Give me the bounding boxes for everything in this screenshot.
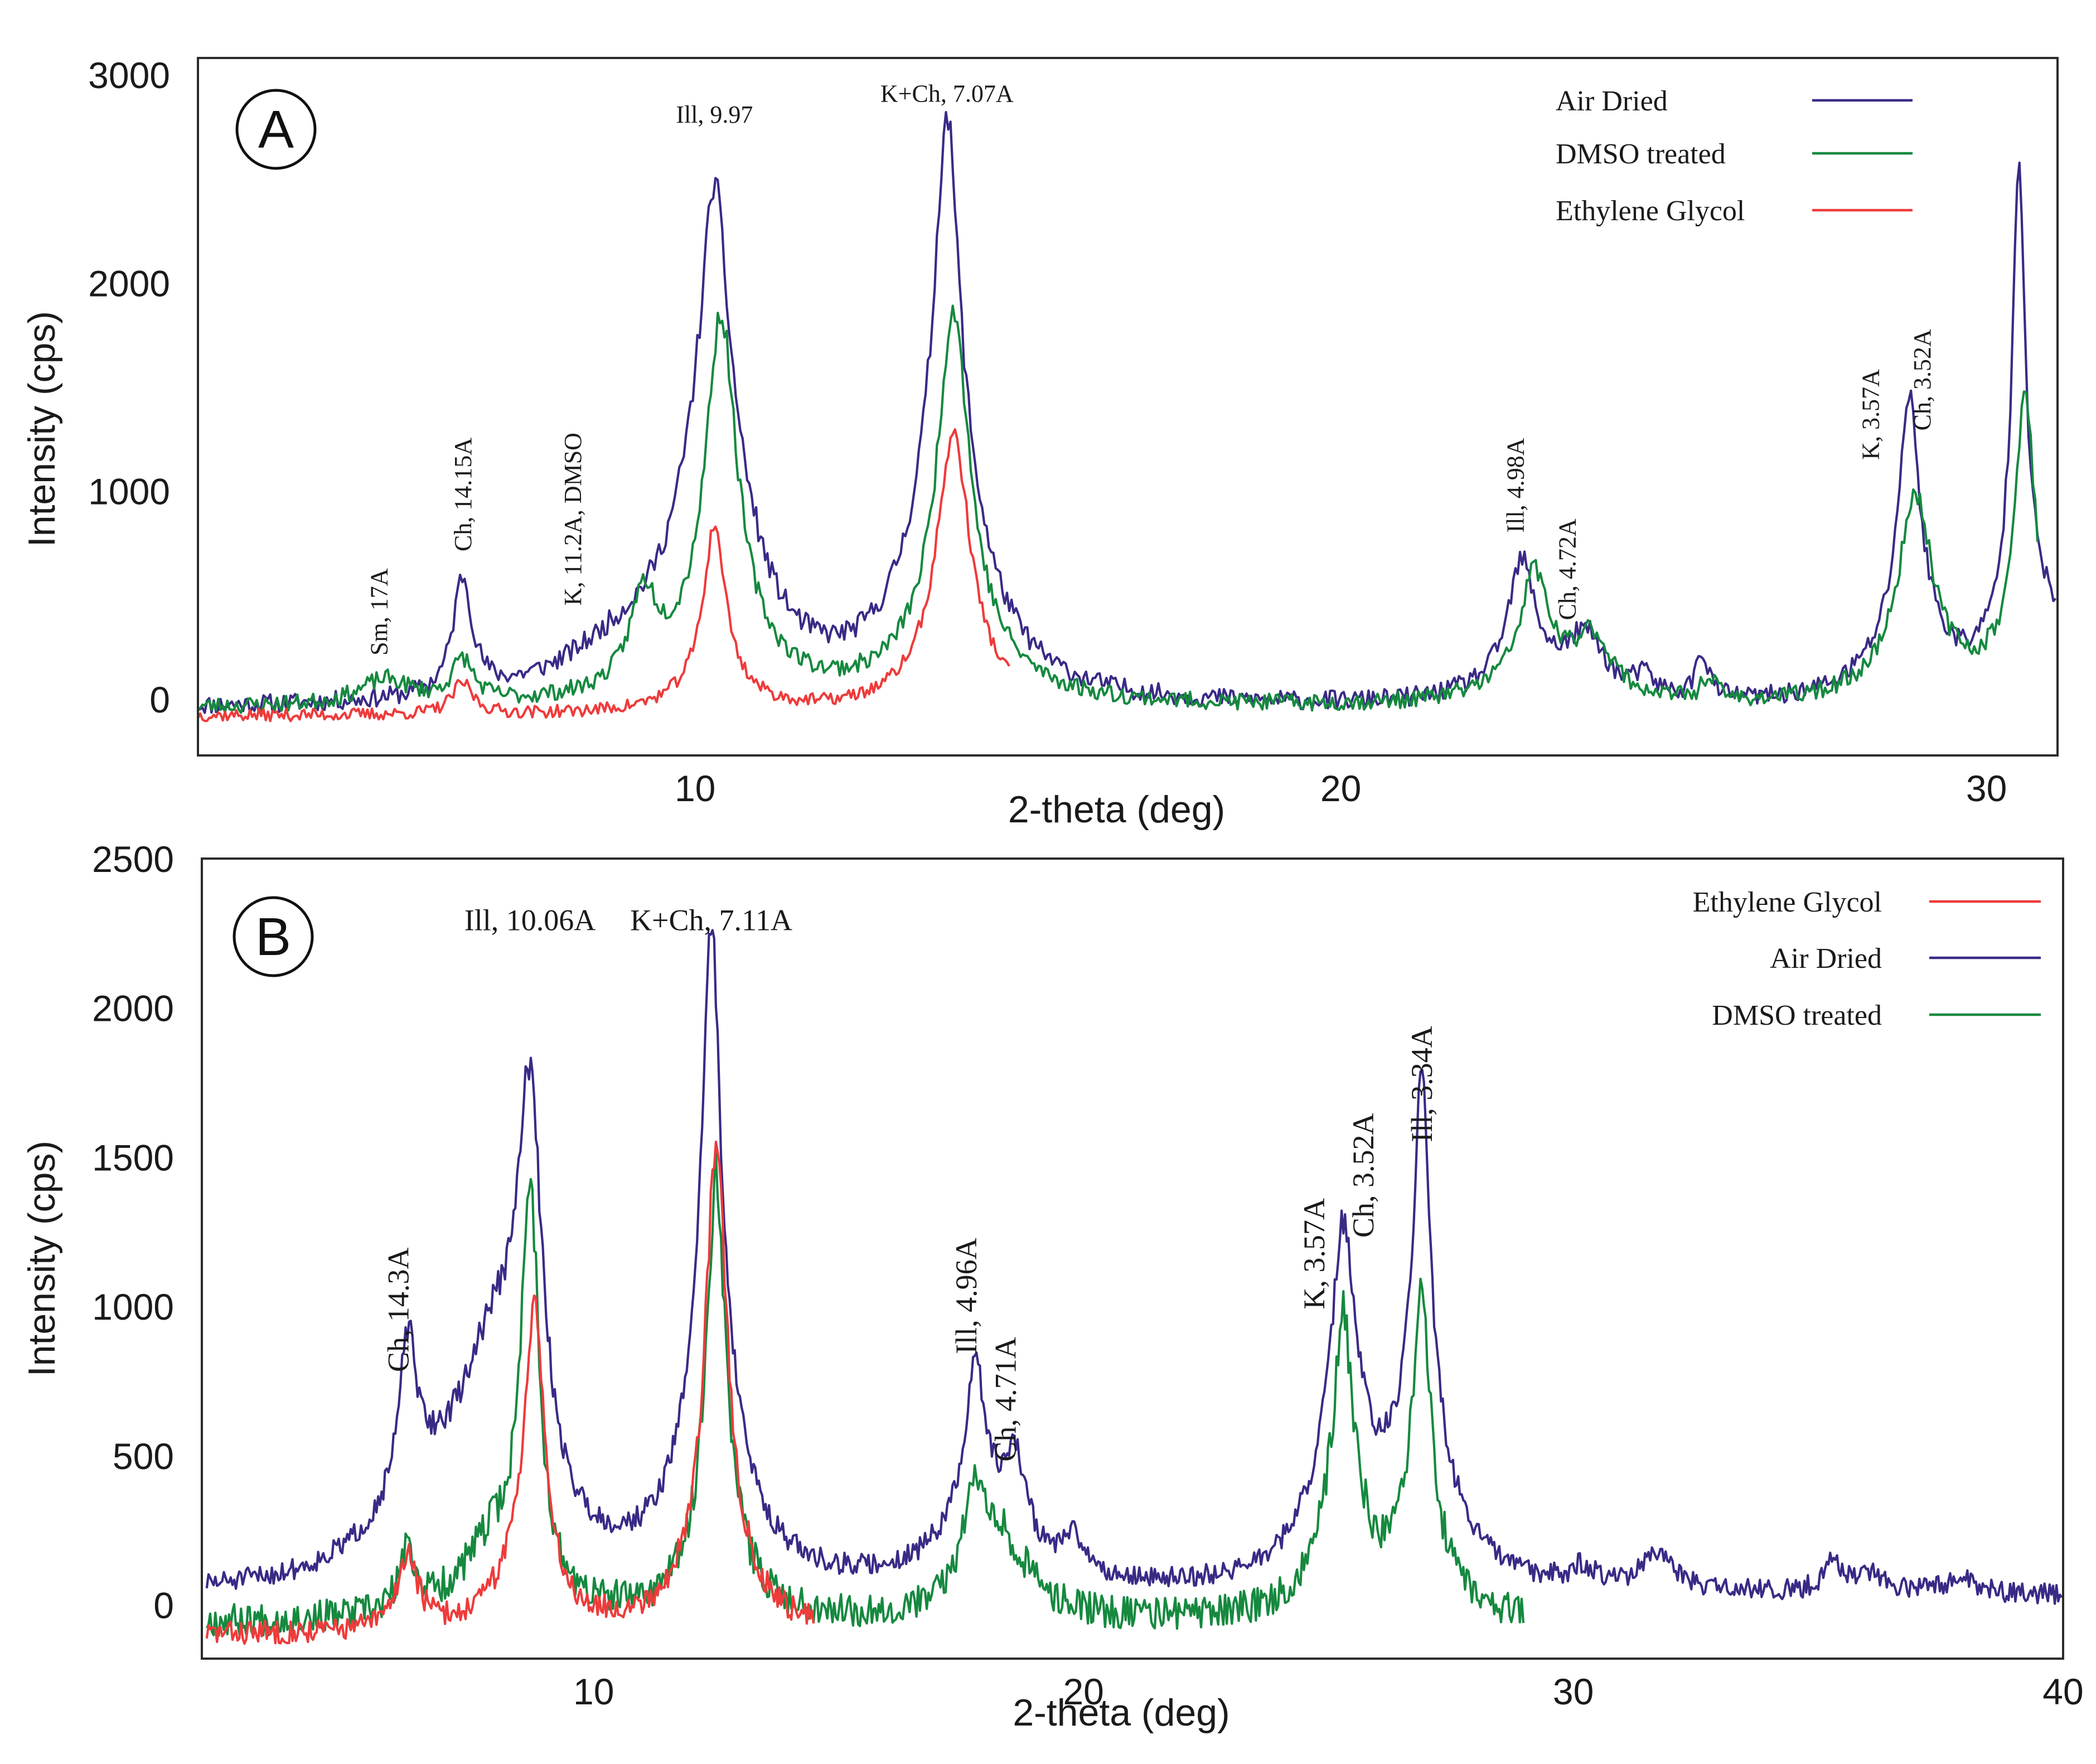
legend-label: Ethylene Glycol <box>1693 886 1882 918</box>
peak-annotation: K, 3.57A <box>1857 369 1885 460</box>
y-tick-label: 1500 <box>92 1137 174 1178</box>
legend-label: DMSO treated <box>1712 1000 1882 1031</box>
peak-annotation: K+Ch, 7.07A <box>880 80 1014 107</box>
x-tick-label: 10 <box>573 1671 614 1712</box>
series-group <box>205 929 2063 1645</box>
y-tick-label: 2000 <box>88 263 170 304</box>
y-tick-label: 1000 <box>92 1286 174 1327</box>
peak-annotation: Ch, 3.52A <box>1909 329 1936 430</box>
y-tick-label: 2500 <box>92 839 174 880</box>
y-axis-label: Intensity (cps) <box>21 1141 63 1377</box>
panel-b: 0 500 1000 1500 2000 2500 10 20 30 40 2-theta (deg… <box>21 839 2084 1734</box>
peak-annotation: Ch, 3.52A <box>1347 1113 1380 1238</box>
x-tick-label: 30 <box>1966 768 2007 809</box>
y-tick-label: 0 <box>153 1585 174 1626</box>
y-tick-label: 0 <box>149 679 170 720</box>
plot-frame <box>197 57 2059 757</box>
y-tick-label: 2000 <box>92 988 174 1029</box>
peak-annotation: Ch, 14.15A <box>449 438 477 551</box>
series-line-ethylene-glycol <box>205 1140 815 1645</box>
peak-annotation: Ill, 9.97 <box>676 101 753 128</box>
panel-letter-circle <box>235 89 317 170</box>
series-line-air-dried <box>198 111 2057 714</box>
peak-annotation: Ill, 3.34A <box>1405 1026 1439 1142</box>
peak-annotation: Ill, 4.96A <box>950 1238 983 1354</box>
peak-annotation: Ill, 4.98A <box>1502 438 1529 532</box>
y-tick-label: 3000 <box>88 55 170 96</box>
legend-label: DMSO treated <box>1556 138 1726 170</box>
panel-letter-circle <box>233 896 314 977</box>
legend-label: Ethylene Glycol <box>1556 195 1745 227</box>
x-axis-label: 2-theta (deg) <box>1008 788 1225 831</box>
x-tick-label: 10 <box>675 768 715 809</box>
series-group <box>198 111 2057 723</box>
peak-annotation: Ch, 14.3A <box>381 1247 415 1372</box>
peak-annotation: Ch, 4.71A <box>989 1337 1023 1462</box>
panel-letter: B <box>255 907 291 967</box>
y-tick-label: 1000 <box>88 471 170 512</box>
y-tick-label: 500 <box>113 1436 174 1477</box>
x-tick-label: 20 <box>1063 1671 1103 1712</box>
peak-annotation: K+Ch, 7.11A <box>630 904 792 937</box>
panel-a: 0 1000 2000 3000 10 20 30 2-theta (deg) Intensit… <box>21 55 2059 831</box>
peak-annotation: K, 11.2A, DMSO <box>559 433 587 605</box>
peak-annotation: Ill, 10.06A <box>464 904 596 937</box>
legend-label: Air Dried <box>1556 85 1668 117</box>
series-line-air-dried <box>205 929 2063 1605</box>
peak-annotation: Ch, 4.72A <box>1553 518 1581 620</box>
x-tick-label: 20 <box>1320 768 1361 809</box>
peak-annotation: K, 3.57A <box>1298 1198 1331 1310</box>
x-tick-label: 30 <box>1553 1671 1594 1712</box>
plot-frame <box>201 857 2064 1660</box>
series-line-dmso-treated <box>198 304 2039 714</box>
panel-letter: A <box>258 100 294 159</box>
peak-annotation: Sm, 17A <box>366 568 393 656</box>
x-tick-label: 40 <box>2042 1671 2083 1712</box>
y-axis-label: Intensity (cps) <box>21 311 63 547</box>
legend-label: Air Dried <box>1770 943 1882 975</box>
x-axis-label: 2-theta (deg) <box>1013 1692 1229 1734</box>
series-line-ethylene-glycol <box>198 428 1010 723</box>
